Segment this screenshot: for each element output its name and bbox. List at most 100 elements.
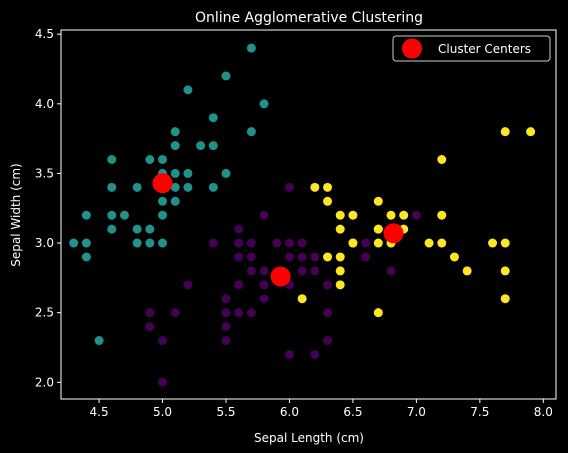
data-point-cluster-0 [361,252,371,262]
data-point-cluster-0 [323,280,333,290]
data-point-cluster-0 [246,308,256,318]
data-point-cluster-1 [107,224,117,234]
data-point-cluster-0 [246,238,256,248]
data-point-cluster-1 [221,168,231,178]
data-point-cluster-1 [183,182,193,192]
data-point-cluster-1 [259,99,269,109]
data-point-cluster-0 [234,224,244,234]
data-point-cluster-2 [373,238,383,248]
data-point-cluster-2 [437,210,447,220]
data-point-cluster-0 [234,238,244,248]
data-point-cluster-0 [272,238,282,248]
data-point-cluster-1 [132,238,142,248]
data-point-cluster-2 [297,294,307,304]
data-point-cluster-2 [373,196,383,206]
y-tick-label: 4.5 [35,27,54,41]
x-tick-label: 5.0 [153,405,172,419]
cluster-center-point [383,223,404,244]
data-point-cluster-2 [335,210,345,220]
data-point-cluster-2 [500,238,510,248]
data-point-cluster-2 [500,294,510,304]
cluster-center-point [270,266,291,287]
y-tick-label: 4.0 [35,97,54,111]
data-point-cluster-2 [323,252,333,262]
data-point-cluster-2 [323,182,333,192]
data-point-cluster-1 [132,224,142,234]
data-point-cluster-0 [221,322,231,332]
data-point-cluster-2 [348,210,358,220]
data-point-cluster-0 [158,336,168,346]
x-axis-ticks: 4.5 5.0 5.5 6.0 6.5 7.0 7.5 8.0 [90,399,553,419]
data-point-cluster-1 [170,168,180,178]
data-point-cluster-0 [246,266,256,276]
x-tick-label: 4.5 [90,405,109,419]
data-point-cluster-2 [310,182,320,192]
data-point-cluster-2 [335,224,345,234]
data-point-cluster-0 [284,238,294,248]
y-tick-label: 3.5 [35,166,54,180]
data-point-cluster-0 [297,238,307,248]
legend-label: Cluster Centers [438,42,531,56]
x-tick-label: 5.5 [216,405,235,419]
data-point-cluster-0 [145,308,155,318]
data-point-cluster-0 [310,349,320,359]
data-point-cluster-1 [94,336,104,346]
data-point-cluster-2 [500,266,510,276]
x-tick-label: 6.0 [280,405,299,419]
data-point-cluster-1 [208,182,218,192]
data-point-cluster-2 [488,238,498,248]
data-point-cluster-1 [145,154,155,164]
data-point-cluster-1 [246,43,256,53]
data-point-cluster-1 [81,238,91,248]
data-point-cluster-2 [323,196,333,206]
data-point-cluster-1 [170,196,180,206]
data-point-cluster-1 [158,210,168,220]
data-point-cluster-0 [323,308,333,318]
data-point-cluster-0 [221,336,231,346]
chart-title: Online Agglomerative Clustering [195,10,423,26]
data-point-cluster-1 [170,127,180,137]
data-point-cluster-0 [297,252,307,262]
data-point-cluster-2 [335,252,345,262]
data-point-cluster-0 [259,210,269,220]
data-point-cluster-2 [462,266,472,276]
data-point-cluster-0 [234,252,244,262]
data-point-cluster-0 [221,294,231,304]
data-point-cluster-0 [297,266,307,276]
data-point-cluster-1 [158,196,168,206]
data-point-cluster-1 [221,71,231,81]
x-axis-label: Sepal Length (cm) [254,431,364,445]
data-point-cluster-2 [335,280,345,290]
y-tick-label: 2.5 [35,306,54,320]
data-point-cluster-0 [310,252,320,262]
data-point-cluster-0 [259,294,269,304]
data-point-cluster-1 [208,113,218,123]
y-tick-label: 3.0 [35,236,54,250]
data-point-cluster-1 [81,210,91,220]
data-point-cluster-1 [81,252,91,262]
data-point-cluster-0 [411,210,421,220]
data-point-cluster-2 [386,210,396,220]
cluster-center-point [152,173,173,194]
legend-marker [402,38,422,59]
data-point-cluster-0 [284,252,294,262]
data-point-cluster-1 [145,224,155,234]
data-point-cluster-0 [259,266,269,276]
data-point-cluster-2 [335,266,345,276]
x-tick-label: 7.5 [470,405,489,419]
data-point-cluster-1 [196,141,206,151]
data-point-cluster-2 [373,308,383,318]
y-tick-label: 2.0 [35,375,54,389]
data-point-cluster-2 [449,252,459,262]
plot-frame [60,29,557,400]
y-axis-ticks: 2.0 2.5 3.0 3.5 4.0 4.5 [35,27,61,389]
data-point-cluster-0 [310,266,320,276]
legend: Cluster Centers [392,35,551,62]
data-point-cluster-1 [107,210,117,220]
legend-box [392,35,551,62]
data-point-cluster-1 [69,238,79,248]
data-point-cluster-2 [424,238,434,248]
data-point-cluster-2 [437,154,447,164]
data-point-cluster-1 [170,182,180,192]
